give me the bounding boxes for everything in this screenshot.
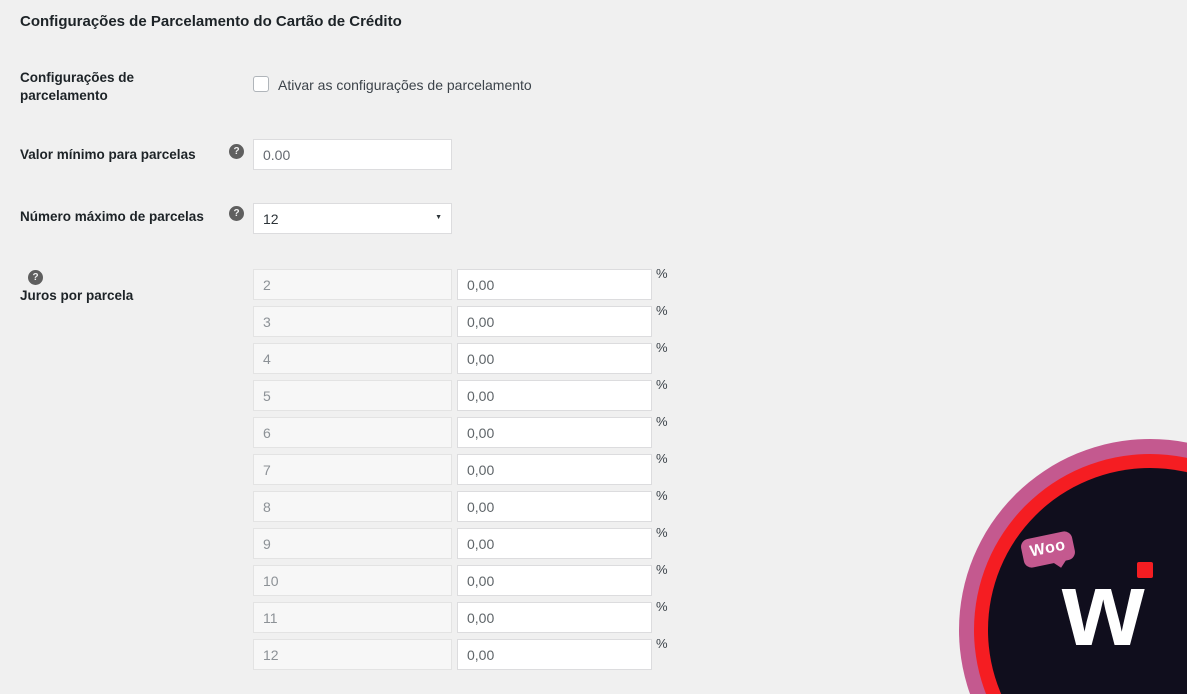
percent-suffix: % — [656, 599, 668, 614]
installment-number-input — [253, 417, 452, 448]
interest-rate-input[interactable] — [457, 380, 652, 411]
help-icon[interactable]: ? — [229, 206, 244, 221]
interest-per-installment-label: Juros por parcela — [20, 288, 134, 303]
installment-number-input — [253, 528, 452, 559]
installment-number-input — [253, 639, 452, 670]
interest-rate-input[interactable] — [457, 454, 652, 485]
interest-row: % — [253, 266, 683, 300]
installment-number-input — [253, 491, 452, 522]
interest-rate-input[interactable] — [457, 306, 652, 337]
min-value-label: Valor mínimo para parcelas — [20, 147, 196, 162]
interest-rate-input[interactable] — [457, 565, 652, 596]
interest-rate-input[interactable] — [457, 639, 652, 670]
min-value-input[interactable] — [253, 139, 452, 170]
percent-suffix: % — [656, 340, 668, 355]
interest-row: % — [253, 488, 683, 522]
installment-number-input — [253, 343, 452, 374]
installment-number-input — [253, 565, 452, 596]
percent-suffix: % — [656, 525, 668, 540]
installment-number-input — [253, 269, 452, 300]
interest-row: % — [253, 414, 683, 448]
enable-installments-checkbox-label[interactable]: Ativar as configurações de parcelamento — [278, 77, 532, 93]
page-title: Configurações de Parcelamento do Cartão … — [20, 13, 402, 30]
interest-rate-input[interactable] — [457, 491, 652, 522]
interest-rate-input[interactable] — [457, 602, 652, 633]
w-logo-letter: w — [1062, 550, 1145, 668]
percent-suffix: % — [656, 303, 668, 318]
max-installments-select-wrap: 12 ▼ — [253, 203, 452, 234]
installment-number-input — [253, 380, 452, 411]
installment-number-input — [253, 306, 452, 337]
installment-number-input — [253, 454, 452, 485]
max-installments-label: Número máximo de parcelas — [20, 209, 204, 224]
enable-installments-checkbox[interactable] — [253, 76, 269, 92]
interest-row: % — [253, 303, 683, 337]
interest-row: % — [253, 377, 683, 411]
w-logo-red-dot-icon — [1137, 562, 1153, 578]
percent-suffix: % — [656, 377, 668, 392]
interest-row: % — [253, 340, 683, 374]
percent-suffix: % — [656, 414, 668, 429]
interest-rate-input[interactable] — [457, 417, 652, 448]
percent-suffix: % — [656, 266, 668, 281]
installment-number-input — [253, 602, 452, 633]
interest-row: % — [253, 562, 683, 596]
percent-suffix: % — [656, 488, 668, 503]
interest-table: %%%%%%%%%%% — [253, 266, 683, 676]
max-installments-select[interactable]: 12 — [253, 203, 452, 234]
interest-row: % — [253, 599, 683, 633]
help-icon[interactable]: ? — [229, 144, 244, 159]
interest-row: % — [253, 525, 683, 559]
interest-rate-input[interactable] — [457, 269, 652, 300]
interest-row: % — [253, 636, 683, 670]
installment-settings-label: Configurações de parcelamento — [20, 70, 135, 103]
percent-suffix: % — [656, 636, 668, 651]
interest-rate-input[interactable] — [457, 343, 652, 374]
interest-rate-input[interactable] — [457, 528, 652, 559]
help-icon[interactable]: ? — [28, 270, 43, 285]
percent-suffix: % — [656, 451, 668, 466]
percent-suffix: % — [656, 562, 668, 577]
interest-row: % — [253, 451, 683, 485]
